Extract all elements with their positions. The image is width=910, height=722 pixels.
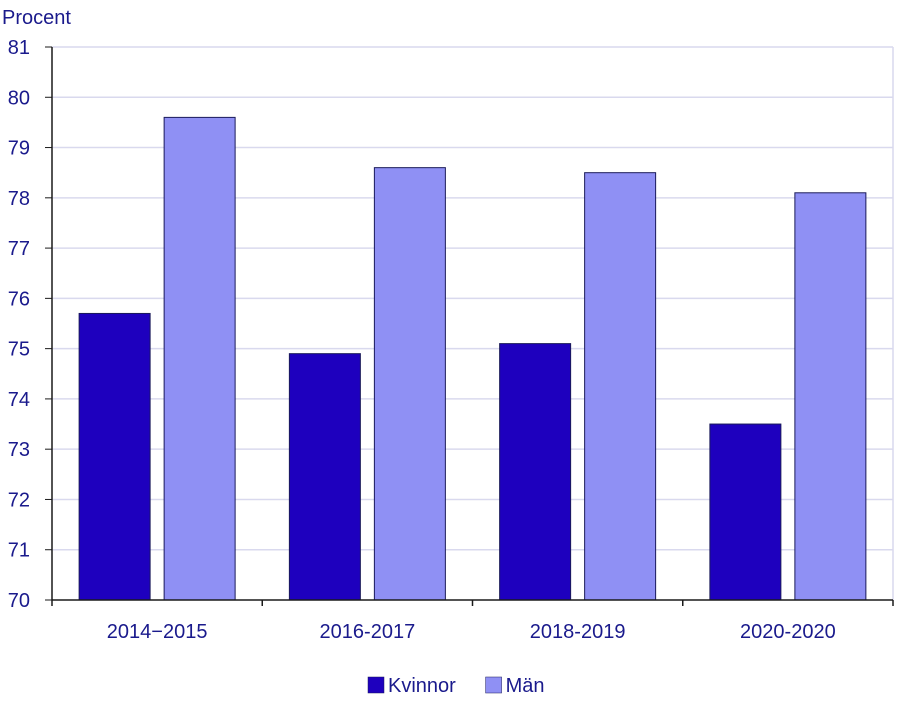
legend-label: Män	[506, 675, 545, 697]
bar	[499, 343, 572, 601]
legend-swatch	[367, 676, 385, 694]
y-tick-label: 70	[8, 590, 30, 612]
legend: Kvinnor Män	[367, 675, 545, 697]
y-tick-label: 71	[8, 540, 30, 562]
x-tick-label: 2016-2017	[320, 621, 416, 643]
y-tick-label: 79	[8, 138, 30, 160]
y-tick-label: 78	[8, 188, 30, 210]
x-tick-label: 2018-2019	[530, 621, 626, 643]
y-tick-label: 76	[8, 288, 30, 310]
y-axis-label: Procent	[2, 7, 71, 29]
y-tick-label: 74	[8, 389, 30, 411]
bar	[78, 312, 151, 601]
x-tick-labels: 2014−2015 2016-2017 2018-2019 2020-2020	[107, 621, 836, 643]
y-tick-label: 77	[8, 238, 30, 260]
legend-swatch	[485, 676, 502, 694]
bar	[163, 116, 236, 601]
bars	[78, 116, 867, 601]
y-tick-label: 73	[8, 439, 30, 461]
x-tick-label: 2014−2015	[107, 621, 208, 643]
bar	[373, 167, 446, 601]
bar	[709, 423, 782, 601]
y-tick-labels: 70 71 72 73 74 75 76 77 78 79 80 81	[8, 37, 30, 612]
y-tick-label: 80	[8, 87, 30, 109]
bar	[584, 172, 657, 601]
bar	[288, 353, 361, 601]
y-tick-label: 72	[8, 489, 30, 511]
bar	[794, 192, 867, 601]
legend-label: Kvinnor	[388, 675, 456, 697]
axes	[45, 46, 894, 606]
x-tick-label: 2020-2020	[740, 621, 836, 643]
y-tick-label: 75	[8, 339, 30, 361]
y-tick-label: 81	[8, 37, 30, 59]
